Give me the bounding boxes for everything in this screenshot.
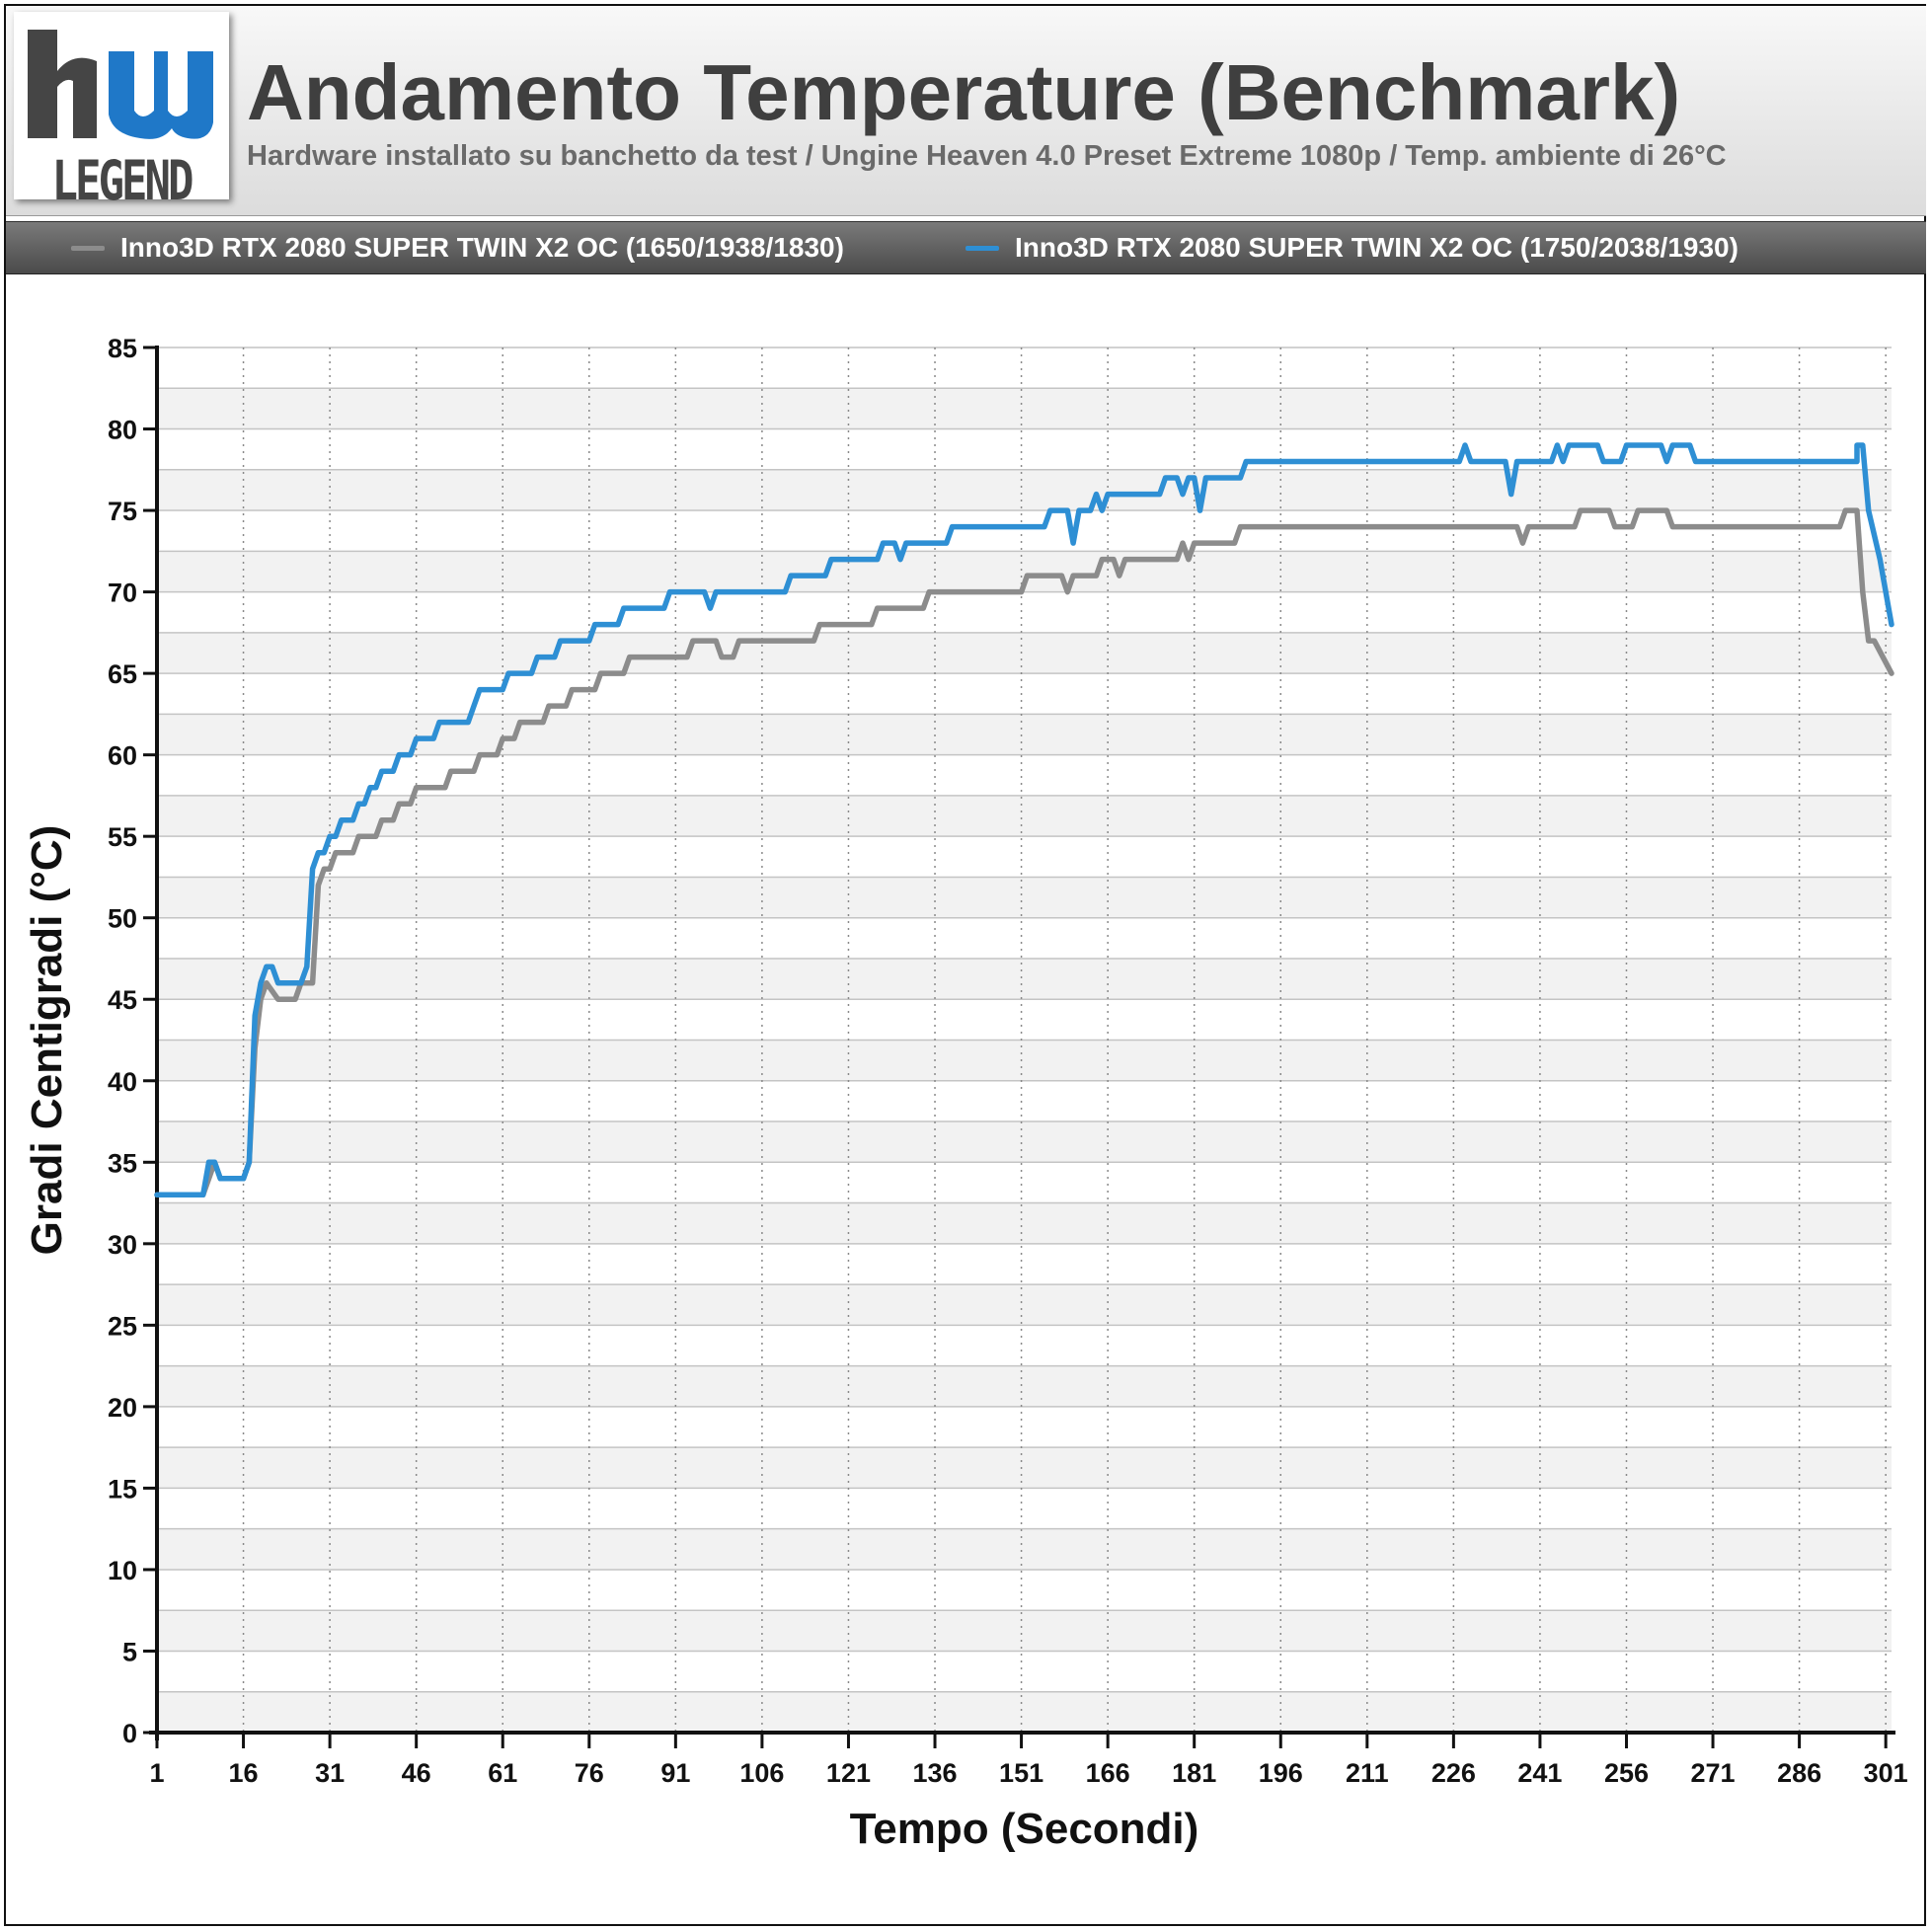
y-tick-label: 20: [108, 1393, 137, 1423]
grid-band: [157, 1528, 1892, 1570]
grid-band: [157, 1080, 1892, 1122]
grid-band: [157, 428, 1892, 470]
legend-swatch-blue: [966, 245, 999, 251]
hwlegend-logo: LEGEND: [14, 12, 229, 213]
chart-title: Andamento Temperature (Benchmark): [247, 48, 1681, 136]
y-tick-label: 45: [108, 985, 137, 1015]
grid-band: [157, 632, 1892, 674]
image-frame: [4, 4, 1926, 1926]
y-tick-label: 0: [122, 1719, 137, 1748]
grid-band: [157, 1325, 1892, 1366]
grid-band: [157, 795, 1892, 837]
x-tick-label: 1: [149, 1758, 164, 1788]
x-tick-label: 106: [739, 1758, 784, 1788]
x-tick-label: 226: [1431, 1758, 1476, 1788]
y-tick-label: 70: [108, 579, 137, 608]
y-tick-label: 35: [108, 1148, 137, 1178]
x-tick-label: 256: [1604, 1758, 1649, 1788]
y-tick-label: 65: [108, 659, 137, 689]
grid-band: [157, 1284, 1892, 1326]
series-line-blue: [154, 442, 1894, 1198]
y-tick-label: 50: [108, 904, 137, 934]
x-tick-label: 286: [1777, 1758, 1821, 1788]
y-tick-label: 30: [108, 1230, 137, 1260]
x-tick-label: 46: [402, 1758, 431, 1788]
x-axis-title: Tempo (Secondi): [850, 1805, 1199, 1853]
y-tick-label: 25: [108, 1311, 137, 1341]
x-tick-label: 91: [660, 1758, 690, 1788]
legend-item-gray: Inno3D RTX 2080 SUPER TWIN X2 OC (1650/1…: [71, 232, 844, 264]
grid-band: [157, 347, 1892, 389]
grid-band: [157, 510, 1892, 552]
grid-band: [157, 591, 1892, 633]
y-tick-label: 80: [108, 416, 137, 445]
grid-band: [157, 1243, 1892, 1285]
x-tick-label: 61: [488, 1758, 517, 1788]
x-tick-label: 76: [575, 1758, 604, 1788]
grid-band: [157, 1040, 1892, 1081]
grid-band: [157, 1406, 1892, 1448]
grid-band: [157, 1162, 1892, 1203]
grid-band: [157, 836, 1892, 878]
x-tick-label: 211: [1346, 1758, 1389, 1788]
y-tick-label: 5: [122, 1637, 137, 1666]
grid-band: [157, 958, 1892, 1000]
series-line-gray: [154, 507, 1894, 1198]
grid-band: [157, 1447, 1892, 1489]
x-tick-label: 181: [1172, 1758, 1216, 1788]
logo-text: LEGEND: [51, 150, 194, 213]
x-tick-label: 271: [1691, 1758, 1736, 1788]
grid-band: [157, 1569, 1892, 1611]
grid-band: [157, 469, 1892, 511]
grid-band: [157, 877, 1892, 918]
y-axis-title: Gradi Centigradi (°C): [23, 825, 71, 1256]
grid-band: [157, 1651, 1892, 1692]
y-tick-label: 85: [108, 334, 137, 363]
legend-swatch-gray: [71, 245, 105, 251]
grid-band: [157, 714, 1892, 755]
y-tick-label: 40: [108, 1067, 137, 1097]
chart-subtitle: Hardware installato su banchetto da test…: [247, 140, 1727, 172]
grid-band: [157, 1610, 1892, 1652]
grid-band: [157, 1365, 1892, 1407]
y-tick-label: 55: [108, 822, 137, 852]
grid-band: [157, 1488, 1892, 1529]
grid-band: [157, 388, 1892, 429]
grid-band: [157, 1121, 1892, 1163]
x-tick-label: 166: [1086, 1758, 1130, 1788]
x-tick-label: 301: [1864, 1758, 1908, 1788]
x-tick-label: 16: [229, 1758, 259, 1788]
grid-band: [157, 1202, 1892, 1244]
x-tick-label: 241: [1517, 1758, 1562, 1788]
grid-band: [157, 917, 1892, 959]
x-tick-label: 151: [999, 1758, 1043, 1788]
grid-band: [157, 673, 1892, 715]
y-tick-label: 75: [108, 497, 137, 526]
legend-label-blue: Inno3D RTX 2080 SUPER TWIN X2 OC (1750/2…: [1015, 232, 1739, 263]
y-tick-label: 15: [108, 1474, 137, 1504]
x-tick-label: 31: [315, 1758, 345, 1788]
x-tick-label: 121: [826, 1758, 871, 1788]
legend-item-blue: Inno3D RTX 2080 SUPER TWIN X2 OC (1750/2…: [966, 232, 1739, 264]
grid-band: [157, 999, 1892, 1041]
legend-label-gray: Inno3D RTX 2080 SUPER TWIN X2 OC (1650/1…: [120, 232, 844, 263]
grid-band: [157, 1691, 1892, 1733]
x-tick-label: 196: [1259, 1758, 1303, 1788]
header: LEGEND Andamento Temperature (Benchmark)…: [6, 6, 1926, 216]
legend: Inno3D RTX 2080 SUPER TWIN X2 OC (1650/1…: [6, 221, 1926, 274]
y-tick-label: 10: [108, 1556, 137, 1585]
y-tick-label: 60: [108, 741, 137, 771]
x-tick-label: 136: [912, 1758, 957, 1788]
logo-mark-icon: [28, 30, 213, 139]
